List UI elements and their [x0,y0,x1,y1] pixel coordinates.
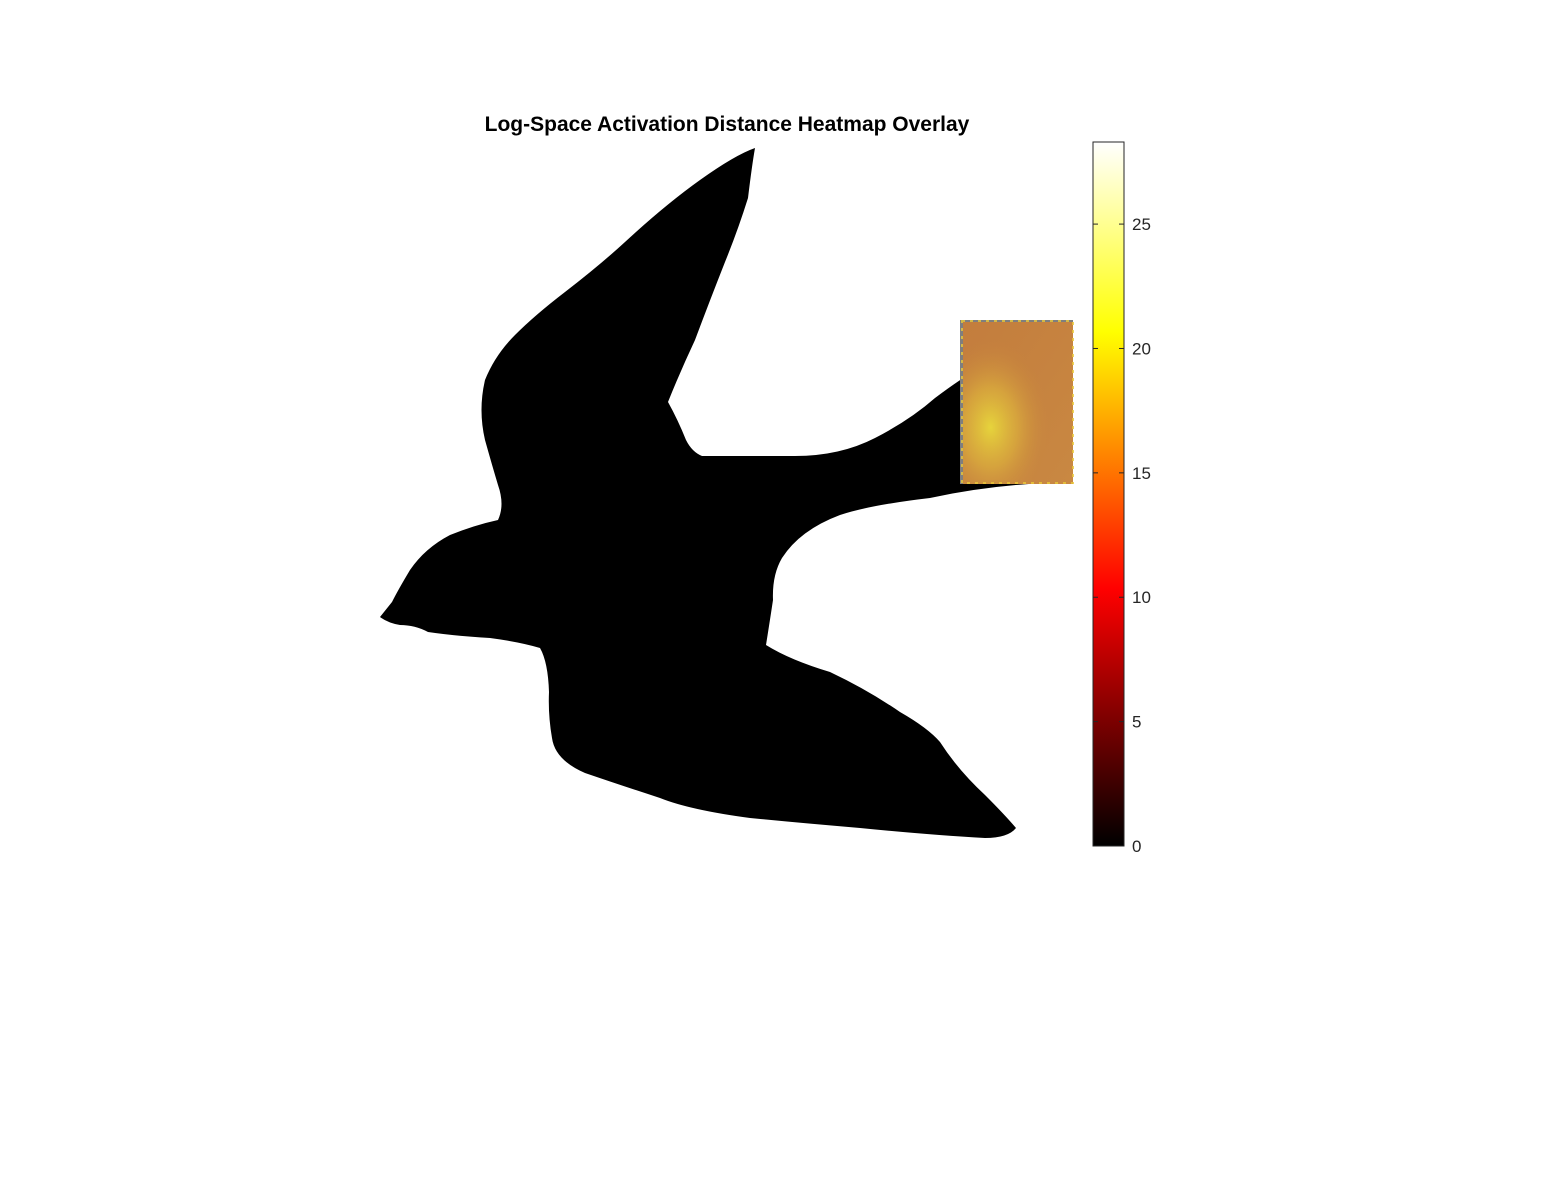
colorbar-tick-label: 10 [1132,588,1151,607]
colorbar-gradient [1093,142,1124,846]
overlay-edge-highlight [961,320,1074,484]
overlay-hotspot [963,322,1073,484]
colorbar-tick-label: 5 [1132,713,1141,732]
heatmap-overlay [960,320,1074,484]
colorbar-frame [1092,141,1125,847]
colorbar: 0 5 10 15 20 25 [1092,141,1151,856]
colorbar-tick-label: 25 [1132,215,1151,234]
colorbar-tick-label: 20 [1132,339,1151,358]
chart-title: Log-Space Activation Distance Heatmap Ov… [484,113,970,136]
bird-silhouette [380,148,1072,838]
colorbar-tick-label: 0 [1132,837,1141,856]
colorbar-tick-label: 15 [1132,464,1151,483]
